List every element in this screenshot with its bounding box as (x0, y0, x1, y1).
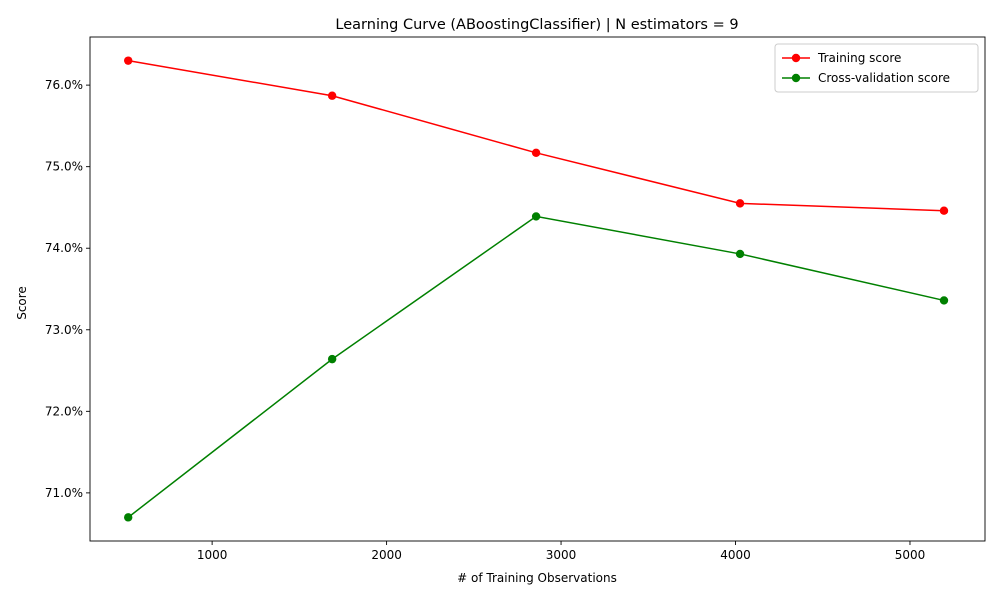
y-tick-label: 72.0% (45, 404, 83, 418)
series-1-point-5 (939, 206, 949, 215)
y-tick-label: 76.0% (45, 78, 83, 92)
series-1-point-3 (531, 148, 541, 158)
legend-label-1: Training score (817, 51, 901, 65)
x-tick-label: 5000 (895, 548, 926, 562)
y-tick-label: 75.0% (45, 160, 83, 174)
legend: Training score Cross-validation score (774, 43, 979, 93)
series-2-point-3 (531, 212, 541, 221)
x-axis-title: # of Training Observations (457, 571, 617, 585)
legend-marker-1 (791, 53, 801, 63)
y-tick-label: 71.0% (45, 486, 83, 500)
legend-box (774, 43, 979, 93)
x-tick-label: 4000 (720, 548, 751, 562)
series-2-point-4 (735, 249, 745, 259)
y-tick-label: 74.0% (45, 241, 83, 255)
series-line-2 (127, 215, 945, 518)
series-1-point-1 (124, 56, 133, 65)
series-1-point-2 (327, 91, 337, 100)
series-1-point-4 (735, 199, 745, 208)
y-axis-title: Score (15, 286, 29, 320)
legend-marker-2 (791, 73, 801, 83)
series-2-point-5 (939, 296, 949, 305)
plot-frame (89, 36, 986, 542)
series-2-point-1 (124, 513, 133, 522)
series-2-point-2 (327, 354, 337, 364)
legend-label-2: Cross-validation score (818, 71, 950, 85)
y-tick-label: 73.0% (45, 323, 83, 337)
x-tick-label: 1000 (197, 548, 228, 562)
plot-area: 1000 2000 3000 4000 5000 71.0% 72.0% 73.0% 74.0%… (45, 36, 986, 562)
x-tick-label: 3000 (546, 548, 577, 562)
x-tick-label: 2000 (371, 548, 402, 562)
chart-title: Learning Curve (ABoostingClassifier) | N… (335, 17, 738, 33)
